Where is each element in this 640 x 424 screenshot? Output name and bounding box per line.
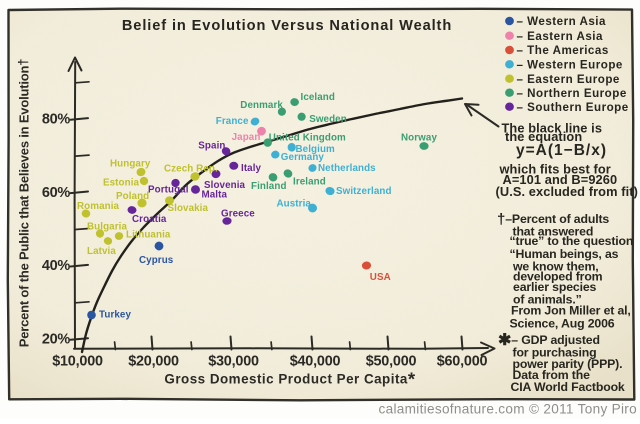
svg-text:Austria: Austria bbox=[277, 199, 312, 210]
svg-text:that answered: that answered bbox=[513, 225, 594, 239]
svg-text:developed from: developed from bbox=[513, 270, 603, 284]
svg-text:(U.S. excluded from fit): (U.S. excluded from fit) bbox=[496, 184, 638, 199]
svg-text:Norway: Norway bbox=[401, 133, 437, 144]
svg-text:40%: 40% bbox=[42, 258, 71, 274]
svg-text:Denmark: Denmark bbox=[240, 100, 283, 111]
svg-text:“Human beings, as: “Human beings, as bbox=[510, 247, 619, 261]
svg-text:Ireland: Ireland bbox=[293, 177, 326, 188]
svg-text:Iceland: Iceland bbox=[301, 92, 335, 103]
svg-text:$50,000: $50,000 bbox=[366, 354, 417, 370]
svg-text:Switzerland: Switzerland bbox=[336, 186, 392, 197]
svg-text:of animals.”: of animals.” bbox=[513, 293, 582, 307]
svg-text:Croatia: Croatia bbox=[132, 214, 167, 225]
svg-text:Japan: Japan bbox=[232, 132, 261, 143]
svg-text:– Western Asia: – Western Asia bbox=[517, 15, 607, 28]
svg-text:The black line is: The black line is bbox=[502, 121, 603, 136]
svg-text:Data from the: Data from the bbox=[513, 368, 591, 382]
svg-text:Italy: Italy bbox=[241, 163, 262, 174]
svg-text:Romania: Romania bbox=[77, 201, 120, 212]
svg-text:Finland: Finland bbox=[251, 181, 287, 192]
svg-text:– Northern Europe: – Northern Europe bbox=[517, 87, 627, 100]
svg-text:Germany: Germany bbox=[281, 152, 325, 163]
svg-text:$60,000: $60,000 bbox=[437, 354, 488, 370]
svg-text:From Jon Miller et al,: From Jon Miller et al, bbox=[511, 304, 631, 318]
svg-text:– Southern Europe: – Southern Europe bbox=[517, 101, 629, 114]
svg-text:Science, Aug 2006: Science, Aug 2006 bbox=[510, 317, 615, 331]
svg-text:Slovakia: Slovakia bbox=[168, 203, 209, 214]
svg-text:†–Percent of adults: †–Percent of adults bbox=[497, 211, 609, 228]
svg-text:CIA World Factbook: CIA World Factbook bbox=[511, 380, 625, 394]
svg-text:Estonia: Estonia bbox=[103, 178, 140, 189]
svg-text:– Eastern Europe: – Eastern Europe bbox=[517, 73, 620, 86]
svg-text:Slovenia: Slovenia bbox=[204, 180, 246, 191]
svg-text:60%: 60% bbox=[42, 185, 71, 201]
svg-text:Portugal: Portugal bbox=[148, 185, 189, 196]
svg-text:USA: USA bbox=[370, 272, 391, 283]
svg-text:Belgium: Belgium bbox=[296, 144, 336, 155]
svg-text:Malta: Malta bbox=[202, 190, 228, 201]
svg-text:Greece: Greece bbox=[221, 209, 255, 220]
svg-text:Bulgaria: Bulgaria bbox=[87, 222, 127, 233]
svg-text:Cyprus: Cyprus bbox=[139, 255, 174, 266]
svg-text:Czech Rep.: Czech Rep. bbox=[164, 164, 218, 175]
svg-text:y=A(1−B/x): y=A(1−B/x) bbox=[516, 142, 607, 159]
svg-text:$30,000: $30,000 bbox=[208, 354, 259, 370]
svg-text:$10,000: $10,000 bbox=[52, 354, 103, 370]
svg-text:$40,000: $40,000 bbox=[290, 354, 341, 370]
svg-text:80%: 80% bbox=[42, 112, 71, 128]
svg-text:Lithuania: Lithuania bbox=[126, 230, 171, 241]
svg-text:Belief in Evolution Versus Nat: Belief in Evolution Versus National Weal… bbox=[122, 18, 452, 34]
svg-text:for purchasing: for purchasing bbox=[513, 346, 597, 360]
svg-text:Sweden: Sweden bbox=[309, 114, 347, 125]
svg-text:Spain: Spain bbox=[198, 141, 225, 152]
svg-text:– Eastern Asia: – Eastern Asia bbox=[517, 30, 604, 43]
svg-text:“true” to the question: “true” to the question bbox=[510, 234, 634, 248]
svg-text:Turkey: Turkey bbox=[99, 310, 131, 321]
svg-text:Latvia: Latvia bbox=[87, 246, 116, 257]
svg-text:Poland: Poland bbox=[116, 191, 149, 202]
svg-text:the equation: the equation bbox=[505, 129, 582, 144]
svg-text:20%: 20% bbox=[42, 332, 71, 348]
svg-text:A=101 and B=9260: A=101 and B=9260 bbox=[503, 172, 618, 187]
svg-text:we know them,: we know them, bbox=[512, 260, 599, 274]
svg-text:– Western Europe: – Western Europe bbox=[517, 59, 623, 72]
svg-text:– The Americas: – The Americas bbox=[517, 44, 609, 57]
svg-text:Netherlands: Netherlands bbox=[318, 163, 376, 174]
svg-text:United Kingdom: United Kingdom bbox=[269, 133, 346, 144]
svg-text:Percent of the Public that Bel: Percent of the Public that Believes in E… bbox=[16, 59, 32, 348]
svg-text:$20,000: $20,000 bbox=[128, 354, 179, 370]
svg-text:which fits best for: which fits best for bbox=[499, 162, 611, 177]
svg-text:power parity (PPP).: power parity (PPP). bbox=[513, 357, 623, 371]
svg-text:Hungary: Hungary bbox=[110, 159, 151, 170]
svg-text:France: France bbox=[216, 116, 249, 127]
svg-text:earlier species: earlier species bbox=[513, 280, 597, 294]
svg-text:calamitiesofnature.com © 2011: calamitiesofnature.com © 2011 Tony Piro bbox=[379, 402, 637, 417]
svg-text:Gross Domestic Product Per Cap: Gross Domestic Product Per Capita* bbox=[164, 369, 415, 390]
svg-text:✱– GDP adjusted: ✱– GDP adjusted bbox=[498, 332, 600, 349]
